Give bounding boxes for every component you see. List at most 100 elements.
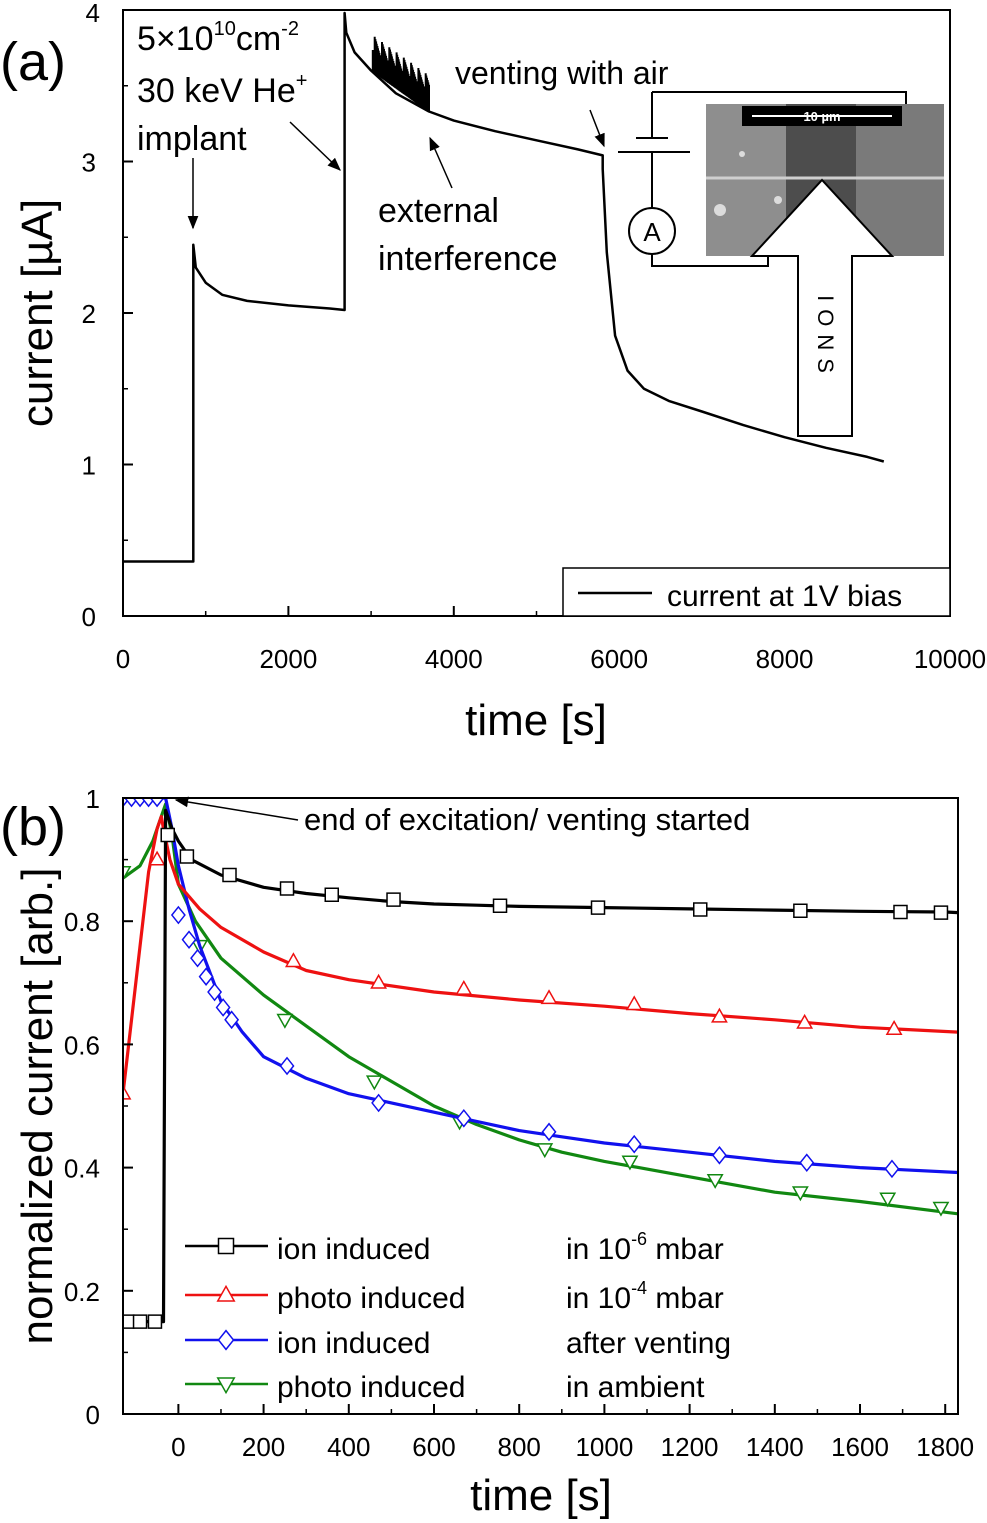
sem-particle bbox=[714, 204, 726, 216]
marker-ion-vented bbox=[884, 1159, 900, 1179]
marker-photo-ambient bbox=[536, 1143, 554, 1159]
legend-b-name: ion induced bbox=[277, 1327, 430, 1360]
marker-photo-ambient bbox=[706, 1173, 724, 1189]
marker-ion-vacuum bbox=[693, 902, 708, 917]
y-tick-label-a: 1 bbox=[82, 451, 96, 481]
sem-particle bbox=[739, 151, 745, 157]
marker-ion-vacuum bbox=[160, 827, 175, 843]
marker-photo-ambient bbox=[621, 1155, 639, 1171]
legend-b-name: photo induced bbox=[277, 1371, 466, 1404]
marker-ion-vented bbox=[149, 798, 165, 808]
x-tick-label-a: 0 bbox=[116, 644, 130, 674]
x-tick-label-b: 0 bbox=[171, 1432, 185, 1462]
dose-unit: cm bbox=[236, 20, 281, 58]
marker-ion-vented bbox=[181, 930, 197, 950]
x-tick-label-b: 600 bbox=[412, 1432, 455, 1462]
panel-a-label: (a) bbox=[0, 32, 66, 92]
series-photo-vacuum bbox=[123, 814, 958, 1100]
marker-photo-vacuum bbox=[796, 1013, 814, 1029]
marker-photo-vacuum bbox=[710, 1007, 728, 1023]
x-tick-label-a: 8000 bbox=[756, 644, 814, 674]
y-tick-label-b: 0.6 bbox=[64, 1030, 100, 1060]
marker-ion-vacuum bbox=[386, 892, 401, 907]
y-tick-label-b: 0 bbox=[86, 1400, 100, 1430]
series-ion-vacuum bbox=[123, 808, 958, 1329]
dose-text: 5×10 bbox=[137, 20, 214, 58]
interference-arrow bbox=[429, 136, 453, 189]
series-line-ion-vacuum bbox=[123, 808, 958, 1324]
x-tick-label-b: 1800 bbox=[916, 1432, 974, 1462]
legend-b: ion induced in 10-6 mbar photo induced in 1… bbox=[185, 1229, 731, 1404]
marker-ion-vented bbox=[371, 1093, 387, 1113]
excitation-annotation: end of excitation/ venting started bbox=[174, 796, 750, 837]
marker-photo-ambient bbox=[932, 1201, 950, 1217]
legend-b-condition: in 10-6 mbar bbox=[566, 1229, 724, 1266]
y-axis-label-b: normalized current [arb.] bbox=[13, 868, 62, 1345]
legend-b-marker bbox=[216, 1284, 236, 1302]
ion-charge: + bbox=[296, 70, 308, 92]
x-tick-label-a: 2000 bbox=[259, 644, 317, 674]
circuit-wire bbox=[651, 91, 907, 267]
y-tick-label-a: 3 bbox=[82, 148, 96, 178]
ions-label: IONS bbox=[813, 295, 838, 381]
x-tick-label-b: 800 bbox=[498, 1432, 541, 1462]
marker-photo-vacuum bbox=[284, 952, 302, 968]
marker-ion-vacuum bbox=[933, 905, 949, 920]
panel-b: (b) 0 200 400 600 800 1000 1200 1400 1600 1800 0 0.… bbox=[0, 784, 974, 1520]
ion-species-text: 30 keV He bbox=[137, 72, 296, 110]
venting-arrow bbox=[589, 109, 605, 148]
series-line-ion-vented bbox=[123, 798, 958, 1175]
series-line-photo-ambient bbox=[123, 802, 958, 1216]
marker-photo-vacuum bbox=[123, 1084, 132, 1100]
excitation-arrow bbox=[174, 796, 299, 821]
y-axis-label-a: current [µA] bbox=[13, 199, 62, 427]
interference-text-2: interference bbox=[378, 240, 558, 278]
x-tick-label-a: 10000 bbox=[914, 644, 986, 674]
marker-photo-vacuum bbox=[370, 973, 388, 989]
panel-a: (a) 0 2000 4000 6000 8000 10000 0 1 2 3 4 time [s]… bbox=[0, 0, 986, 745]
x-tick-label-b: 1600 bbox=[831, 1432, 889, 1462]
y-tick-label-b: 1 bbox=[86, 784, 100, 814]
series-photo-ambient bbox=[123, 802, 958, 1217]
interference-burst bbox=[371, 36, 430, 112]
svg-text:30 keV He+: 30 keV He+ bbox=[137, 70, 307, 110]
marker-ion-vacuum bbox=[893, 904, 908, 920]
dose-unit-exponent: -2 bbox=[281, 18, 299, 40]
inset-schematic: 10 µm A IONS bbox=[618, 91, 944, 437]
x-tick-label-a: 6000 bbox=[590, 644, 648, 674]
interference-annotation: external interference bbox=[378, 136, 558, 278]
x-tick-label-b: 400 bbox=[327, 1432, 370, 1462]
y-tick-label-b: 0.2 bbox=[64, 1277, 100, 1307]
marker-photo-ambient bbox=[276, 1013, 294, 1029]
legend-b-condition: in 10-4 mbar bbox=[566, 1278, 724, 1315]
sem-particle bbox=[774, 196, 782, 204]
marker-ion-vented bbox=[711, 1145, 727, 1165]
y-tick-label-a: 0 bbox=[82, 602, 96, 632]
marker-photo-ambient bbox=[791, 1186, 809, 1202]
x-axis-label-a: time [s] bbox=[465, 696, 607, 745]
marker-ion-vented bbox=[215, 998, 231, 1017]
legend-b-condition: in ambient bbox=[566, 1371, 705, 1404]
ammeter bbox=[628, 207, 676, 255]
marker-photo-vacuum bbox=[148, 850, 166, 866]
marker-ion-vented bbox=[198, 967, 214, 986]
marker-ion-vacuum bbox=[132, 1314, 148, 1329]
implant-arrow-2 bbox=[289, 121, 341, 171]
marker-ion-vented bbox=[207, 982, 223, 1002]
marker-ion-vented bbox=[541, 1122, 557, 1142]
series-line-photo-vacuum bbox=[123, 814, 958, 1094]
marker-ion-vented bbox=[224, 1010, 240, 1030]
marker-ion-vented bbox=[279, 1056, 295, 1076]
legend-b-marker bbox=[216, 1377, 236, 1395]
y-tick-label-b: 0.4 bbox=[64, 1154, 100, 1184]
ammeter-label: A bbox=[643, 217, 661, 247]
marker-ion-vented bbox=[799, 1153, 815, 1173]
marker-ion-vacuum bbox=[222, 867, 237, 883]
y-tick-label-b: 0.8 bbox=[64, 907, 100, 937]
dose-exponent: 10 bbox=[214, 18, 236, 40]
marker-ion-vacuum bbox=[793, 903, 808, 918]
x-axis-label-b: time [s] bbox=[470, 1471, 612, 1520]
marker-ion-vented bbox=[190, 948, 206, 968]
legend-a: current at 1V bias bbox=[562, 567, 951, 617]
series-ion-vented bbox=[123, 798, 958, 1179]
